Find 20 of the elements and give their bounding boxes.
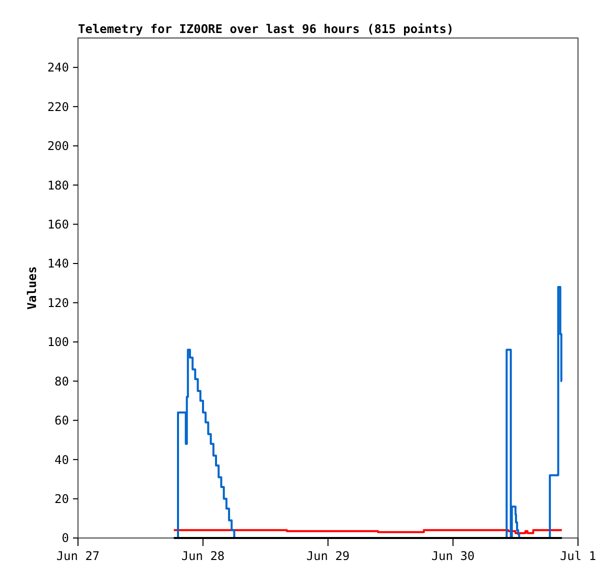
y-tick-label: 20	[54, 492, 69, 506]
y-tick-label: 140	[47, 256, 69, 271]
y-tick-label: 60	[54, 414, 69, 428]
x-tick-label: Jun 27	[56, 549, 100, 563]
y-axis-title: Values	[25, 266, 39, 310]
x-tick-label: Jun 29	[306, 549, 350, 563]
x-tick-label: Jul 1	[560, 549, 596, 563]
y-tick-label: 200	[47, 139, 69, 154]
y-tick-label: 0	[62, 531, 69, 546]
x-tick-label: Jun 30	[431, 549, 475, 563]
x-tick-label: Jun 28	[181, 549, 225, 563]
chart-title: Telemetry for IZ0ORE over last 96 hours (815 points)	[78, 22, 454, 36]
y-tick-label: 180	[47, 178, 69, 192]
y-tick-label: 120	[47, 296, 69, 310]
y-tick-label: 160	[47, 217, 69, 232]
y-tick-label: 100	[47, 335, 69, 350]
y-tick-label: 240	[47, 60, 69, 75]
y-tick-label: 40	[54, 452, 69, 467]
y-tick-label: 220	[47, 100, 69, 114]
y-tick-label: 80	[54, 374, 69, 388]
